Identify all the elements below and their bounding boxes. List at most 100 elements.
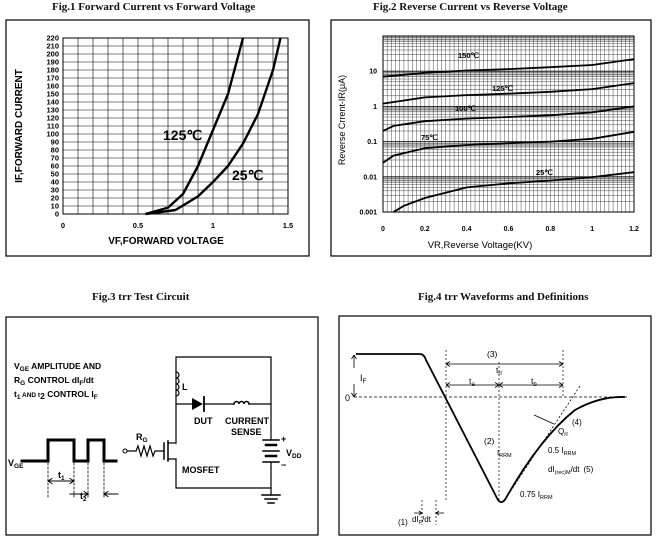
fig2-x-tick-label: 0.6 bbox=[504, 226, 514, 233]
fig2-y-tick-label: 1 bbox=[373, 104, 377, 111]
fig1-y-tick-label: 150 bbox=[46, 90, 59, 99]
fig2-plot-area bbox=[382, 35, 635, 213]
fig2-frame bbox=[330, 19, 652, 257]
gate-resistor bbox=[135, 443, 165, 459]
fig1-x-tick-label: 0.5 bbox=[133, 221, 143, 230]
dif-arrows bbox=[414, 510, 444, 516]
fig1-y-ticks: 0102030405060708090100110120130140150160… bbox=[46, 34, 59, 219]
fig1-y-tick-label: 0 bbox=[55, 210, 59, 219]
dut-label: DUT bbox=[194, 416, 213, 426]
fig1-ylabel: IF,FORWARD CURRENT bbox=[14, 69, 25, 183]
fig2-series-line-2 bbox=[382, 105, 635, 132]
fig1-y-tick-label: 140 bbox=[46, 98, 59, 107]
fig2-y-tick-label: 0.001 bbox=[359, 210, 377, 217]
n3-label: (3) bbox=[487, 349, 498, 359]
inductor-l bbox=[175, 371, 180, 397]
dif-label: dIF/dt bbox=[412, 515, 432, 526]
fig1-series-line-0 bbox=[145, 37, 245, 216]
current-label: CURRENT bbox=[225, 416, 270, 426]
fig1-plot-area bbox=[62, 37, 289, 215]
fig1-series bbox=[145, 37, 282, 216]
fig1-x-ticks: 0 0.5 1 1.5 bbox=[61, 221, 293, 230]
vge-label: VGE bbox=[8, 458, 24, 470]
fig2-x-tick-label: 1 bbox=[590, 226, 594, 233]
fig3-title: Fig.3 trr Test Circuit bbox=[92, 291, 190, 303]
t1-label: t1 bbox=[58, 470, 65, 482]
ta-arrow bbox=[445, 382, 500, 388]
fig2-label-100: 100℃ bbox=[455, 104, 477, 113]
fig2-x-tick-label: 0.2 bbox=[420, 226, 430, 233]
fig1-y-tick-label: 110 bbox=[47, 122, 59, 131]
fig1-y-tick-label: 50 bbox=[51, 170, 59, 179]
fig2-label-25: 25℃ bbox=[536, 168, 553, 177]
fig1-y-tick-label: 100 bbox=[46, 130, 59, 139]
fig1-y-tick-label: 40 bbox=[51, 178, 59, 187]
di-rec-label: dI(rec)M/dt (5) bbox=[548, 465, 594, 476]
mosfet-label: MOSFET bbox=[182, 465, 220, 475]
vge-pulse-waveform bbox=[20, 438, 118, 463]
fig4-title: Fig.4 trr Waveforms and Definitions bbox=[418, 291, 589, 303]
vdd-label: VDD bbox=[286, 448, 302, 460]
fig2-x-ticks: 0 0.2 0.4 0.6 0.8 1 1.2 bbox=[381, 226, 639, 233]
qrr-label: Qrr bbox=[558, 427, 568, 438]
q75-label: 0.75 IRRM bbox=[520, 490, 553, 501]
fig3-note-line1: VGE AMPLITUDE AND bbox=[14, 361, 101, 373]
fig1-chart: 0102030405060708090100110120130140150160… bbox=[5, 19, 310, 257]
zero-label: 0 bbox=[345, 393, 350, 403]
fig1-y-tick-label: 200 bbox=[46, 50, 59, 59]
tb-arrow bbox=[498, 382, 564, 388]
fig1-y-tick-label: 90 bbox=[51, 138, 59, 147]
fig1-xlabel: VF,FORWARD VOLTAGE bbox=[108, 236, 224, 247]
fig1-y-tick-label: 120 bbox=[46, 114, 59, 123]
fig2-series-line-1 bbox=[382, 82, 635, 105]
t2-label: t2 bbox=[80, 491, 87, 503]
fig1-y-tick-label: 180 bbox=[46, 66, 59, 75]
fig2-y-tick-label: 10 bbox=[369, 69, 377, 76]
top-wire bbox=[175, 356, 272, 444]
n4-label: (4) bbox=[572, 418, 582, 427]
fig2-x-tick-label: 0 bbox=[381, 226, 385, 233]
fig2-label-125: 125℃ bbox=[492, 84, 514, 93]
fig2-series-line-0 bbox=[382, 58, 635, 78]
fig2-ylabel: Reverse Crrent-IR(μA) bbox=[337, 75, 347, 165]
fig1-y-tick-label: 210 bbox=[46, 42, 59, 51]
t2-arrow bbox=[69, 490, 119, 498]
fig4-waveform: IF 0 (3) trr ta tb (2) IRRM (4) Qrr 0.5 … bbox=[338, 315, 652, 536]
fig4-frame bbox=[338, 315, 652, 536]
t1-arrow bbox=[47, 477, 75, 485]
fig1-y-tick-label: 190 bbox=[46, 58, 59, 67]
fig1-frame bbox=[5, 19, 310, 257]
if-arrowheads bbox=[351, 354, 357, 398]
if-label: IF bbox=[360, 373, 367, 385]
fig1-y-tick-label: 170 bbox=[46, 74, 59, 83]
dut-diode bbox=[192, 398, 203, 410]
fig2-x-tick-label: 0.4 bbox=[462, 226, 472, 233]
fig1-label-125: 125℃ bbox=[163, 127, 202, 143]
fig2-y-ticks: 0.001 0.01 0.1 1 10 bbox=[359, 69, 377, 217]
fig2-label-75: 75℃ bbox=[421, 133, 438, 142]
irrm-label: IRRM bbox=[497, 448, 512, 459]
fig2-y-tick-label: 0.1 bbox=[367, 139, 377, 146]
sense-label: SENSE bbox=[231, 427, 262, 437]
ta-label: ta bbox=[469, 376, 475, 388]
qrr-pointer bbox=[533, 414, 555, 425]
bottom-wire bbox=[175, 458, 272, 489]
fig3-circuit: VGE AMPLITUDE AND RG CONTROL dIF/dt t1 A… bbox=[5, 316, 319, 536]
fig2-series-line-4 bbox=[393, 171, 635, 213]
fig1-label-25: 25℃ bbox=[232, 167, 264, 183]
fig1-grid bbox=[63, 37, 288, 215]
fig2-chart: 0.001 0.01 0.1 1 10 0 0.2 0.4 0.6 0.8 1 1.2 VR,Rev… bbox=[330, 19, 652, 257]
trr-label: trr bbox=[496, 365, 502, 377]
fig1-y-tick-label: 130 bbox=[46, 106, 59, 115]
fig1-y-tick-label: 20 bbox=[51, 194, 59, 203]
recovery-current-curve bbox=[356, 353, 626, 503]
fig2-x-tick-label: 1.2 bbox=[629, 226, 639, 233]
fig1-y-tick-label: 220 bbox=[46, 34, 59, 43]
fig1-y-tick-label: 80 bbox=[51, 146, 59, 155]
inductor-label: L bbox=[182, 382, 188, 392]
fig2-grid bbox=[383, 36, 634, 213]
fig1-y-tick-label: 60 bbox=[51, 162, 59, 171]
fig2-title: Fig.2 Reverse Current vs Reverse Voltage bbox=[373, 1, 568, 13]
rg-label: RG bbox=[136, 432, 148, 444]
